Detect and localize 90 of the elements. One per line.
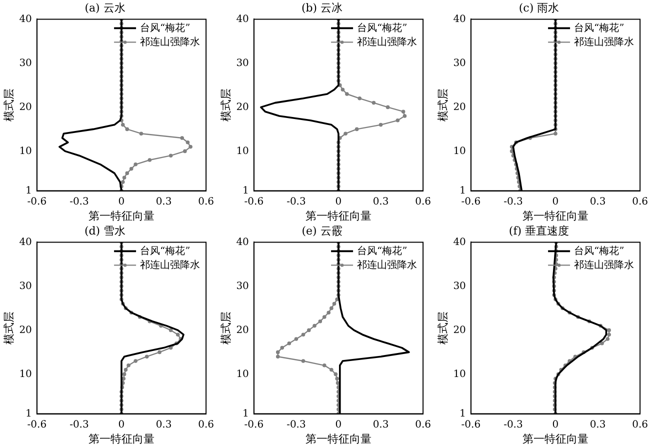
chart-title: (a) 云水: [84, 1, 126, 14]
x-tick-label: 0.3: [590, 196, 606, 208]
x-tick-label: -0.3: [286, 196, 306, 208]
x-tick-label: -0.3: [504, 419, 523, 430]
y-tick-label: 1: [460, 408, 466, 420]
legend-label: 台风“梅花”: [140, 22, 190, 34]
x-tick-label: -0.6: [27, 196, 47, 208]
y-tick-label: 40: [19, 236, 32, 248]
x-tick-label: 0.3: [156, 419, 172, 430]
y-tick-label: 40: [236, 14, 249, 25]
x-tick-label: 0: [335, 196, 342, 208]
x-tick-label: 0.6: [415, 419, 431, 430]
x-tick-label: -0.6: [461, 196, 481, 208]
x-tick-label: 0.3: [372, 419, 389, 430]
x-tick-label: -0.6: [27, 419, 47, 430]
legend-label: 台风“梅花”: [574, 244, 624, 257]
y-axis-title: 模式层: [2, 312, 16, 344]
x-tick-label: 0: [335, 419, 342, 430]
y-tick-label: 20: [453, 102, 466, 113]
y-tick-label: 30: [453, 58, 466, 69]
chart-title: (e) 云霰: [302, 224, 342, 238]
x-axis-title: 第一特征向量: [305, 432, 372, 446]
x-tick-label: -0.6: [244, 419, 264, 430]
y-tick-label: 1: [242, 185, 249, 196]
y-axis-title: 模式层: [219, 88, 232, 122]
chart-title: (b) 云冰: [301, 1, 343, 14]
y-tick-label: 1: [26, 408, 32, 420]
x-tick-label: 0.3: [372, 196, 389, 208]
x-axis-title: 第一特征向量: [522, 209, 588, 222]
x-axis-title: 第一特征向量: [88, 209, 154, 222]
x-tick-label: -0.6: [244, 196, 264, 208]
legend-label: 祁连山强降水: [140, 36, 200, 48]
x-tick-label: 0.3: [156, 196, 172, 208]
y-tick-label: 40: [19, 14, 32, 25]
x-tick-label: -0.3: [504, 196, 523, 208]
x-tick-label: -0.3: [70, 196, 89, 208]
legend-label: 台风“梅花”: [574, 22, 624, 34]
x-tick-label: 0.6: [632, 419, 648, 430]
y-axis-title: 模式层: [436, 88, 450, 122]
y-tick-label: 40: [453, 14, 466, 25]
y-tick-label: 30: [19, 58, 32, 69]
chart-title: (c) 雨水: [518, 1, 560, 14]
y-tick-label: 20: [453, 324, 466, 336]
legend-label: 台风“梅花”: [357, 22, 408, 34]
y-axis-title: 模式层: [2, 88, 16, 122]
y-tick-label: 40: [453, 236, 466, 248]
y-tick-label: 10: [19, 368, 32, 380]
chart-title: (d) 雪水: [84, 224, 126, 238]
y-tick-label: 10: [453, 368, 466, 380]
y-tick-label: 20: [236, 324, 249, 336]
y-tick-label: 30: [236, 58, 249, 69]
x-tick-label: -0.3: [70, 419, 89, 430]
y-tick-label: 20: [19, 324, 32, 336]
x-tick-label: 0.6: [198, 196, 214, 208]
legend-label: 台风“梅花”: [357, 244, 408, 257]
y-tick-label: 30: [236, 280, 249, 292]
legend-label: 祁连山强降水: [574, 258, 634, 271]
y-tick-label: 10: [453, 146, 466, 157]
x-tick-label: 0.6: [632, 196, 648, 208]
y-tick-label: 30: [19, 280, 32, 292]
x-tick-label: -0.6: [461, 419, 481, 430]
x-tick-label: 0: [552, 196, 559, 208]
x-axis-title: 第一特征向量: [88, 432, 154, 446]
legend-label: 祁连山强降水: [357, 36, 418, 48]
chart-title: (f) 垂直速度: [508, 224, 570, 238]
legend-label: 祁连山强降水: [140, 258, 200, 271]
x-tick-label: 0: [118, 196, 125, 208]
x-tick-label: -0.3: [286, 419, 306, 430]
x-tick-label: 0.3: [590, 419, 606, 430]
x-axis-title: 第一特征向量: [305, 209, 372, 222]
y-tick-label: 20: [19, 102, 32, 113]
y-axis-title: 模式层: [436, 312, 450, 344]
legend-label: 祁连山强降水: [357, 258, 418, 271]
legend-label: 祁连山强降水: [574, 36, 634, 48]
x-tick-label: 0: [552, 419, 559, 430]
y-tick-label: 30: [453, 280, 466, 292]
y-tick-label: 40: [236, 236, 249, 248]
y-tick-label: 1: [242, 408, 249, 420]
x-tick-label: 0.6: [198, 419, 214, 430]
y-axis-title: 模式层: [219, 312, 232, 344]
y-tick-label: 10: [236, 368, 249, 380]
y-tick-label: 20: [236, 102, 249, 113]
y-tick-label: 1: [26, 185, 32, 196]
legend-label: 台风“梅花”: [140, 244, 190, 257]
x-axis-title: 第一特征向量: [522, 432, 588, 446]
x-tick-label: 0.6: [415, 196, 431, 208]
y-tick-label: 10: [19, 146, 32, 157]
y-tick-label: 1: [460, 185, 466, 196]
y-tick-label: 10: [236, 146, 249, 157]
x-tick-label: 0: [118, 419, 125, 430]
